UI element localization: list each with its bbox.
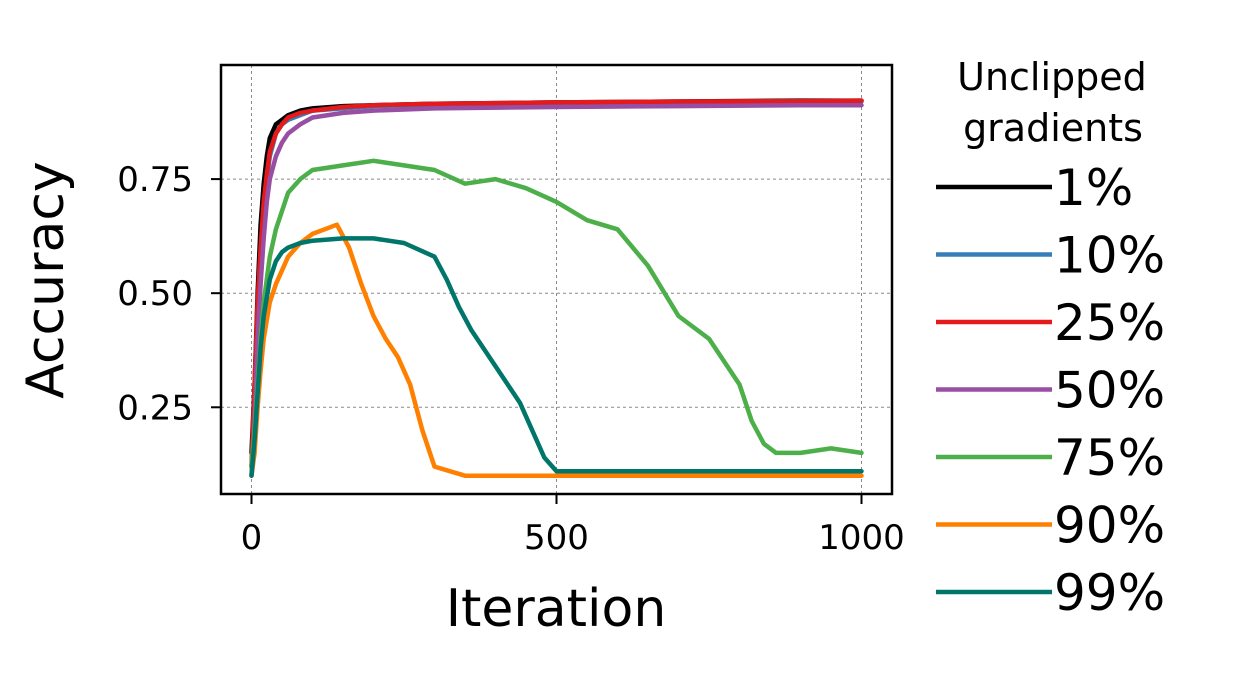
series-line-25pct bbox=[249, 98, 864, 469]
x-tick-label: 0 bbox=[241, 518, 263, 558]
legend-items: 1% 10% 25% 50% 75% 90% 99% bbox=[936, 159, 1165, 622]
plot-area bbox=[249, 98, 864, 478]
legend-label: 75% bbox=[1054, 429, 1165, 487]
x-tick-label: 1000 bbox=[818, 518, 905, 558]
y-tick-label: 0.50 bbox=[117, 274, 193, 314]
legend-label: 99% bbox=[1054, 564, 1165, 622]
y-tick-label: 0.25 bbox=[117, 388, 193, 428]
grid-lines bbox=[221, 65, 892, 494]
series-line-50pct bbox=[249, 102, 864, 478]
legend-title-line-2: gradients bbox=[963, 106, 1143, 150]
legend-label: 50% bbox=[1054, 362, 1165, 420]
legend-title: Unclipped gradients bbox=[957, 55, 1159, 150]
x-tick-label: 500 bbox=[524, 518, 589, 558]
legend-title-line-1: Unclipped bbox=[957, 55, 1147, 99]
series-lines bbox=[249, 98, 864, 478]
series-line-99pct bbox=[249, 236, 864, 478]
x-axis-label: Iteration bbox=[446, 579, 667, 639]
series-line-75pct bbox=[249, 158, 864, 469]
y-axis-ticks: 0.25 0.50 0.75 bbox=[117, 160, 221, 428]
legend-label: 90% bbox=[1054, 497, 1165, 555]
y-tick-label: 0.75 bbox=[117, 160, 193, 200]
legend: Unclipped gradients 1% 10% 25% 50% 75% 90% 99% bbox=[936, 55, 1165, 622]
y-axis-label: Accuracy bbox=[16, 161, 76, 398]
x-axis-ticks: 0 500 1000 bbox=[241, 494, 905, 558]
series-line-90pct bbox=[249, 222, 864, 478]
legend-label: 25% bbox=[1054, 294, 1165, 352]
legend-label: 10% bbox=[1054, 227, 1165, 285]
legend-label: 1% bbox=[1054, 159, 1133, 217]
